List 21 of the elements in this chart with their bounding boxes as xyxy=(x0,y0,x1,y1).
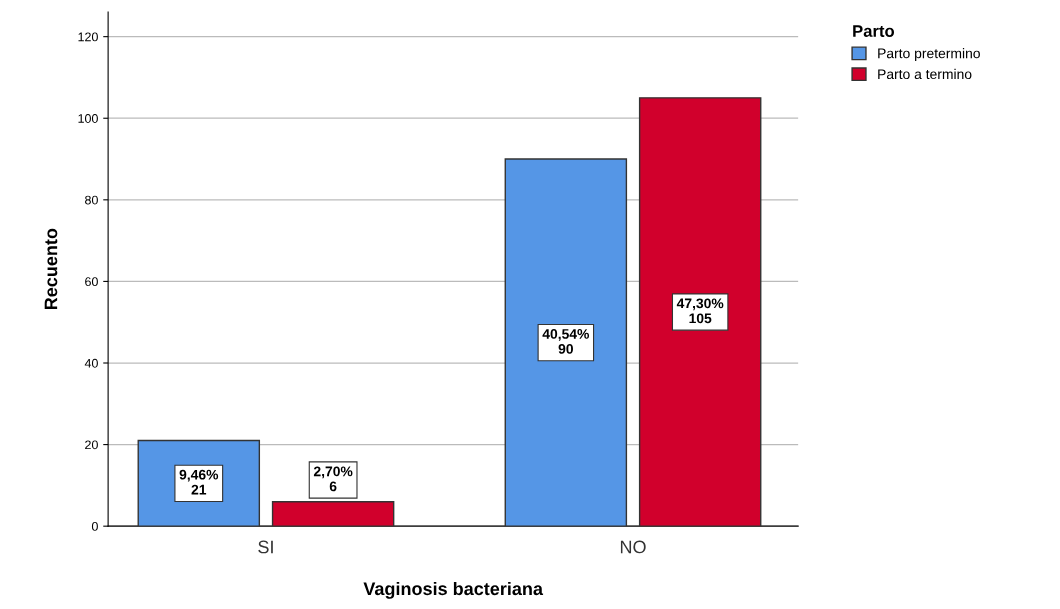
bar xyxy=(271,501,395,527)
bar xyxy=(504,158,628,527)
data-label: 9,46% 21 xyxy=(179,469,219,495)
y-axis-title: Recuento xyxy=(44,228,58,310)
data-label: 47,30% 105 xyxy=(676,298,724,324)
data-label: 40,54% 90 xyxy=(542,329,590,354)
legend-title: Parto xyxy=(853,25,895,37)
x-tick-label: SI xyxy=(258,540,273,554)
y-tick-label: 120 xyxy=(78,32,98,42)
y-tick-label: 20 xyxy=(85,440,98,450)
legend-label: Parto pretermino xyxy=(878,48,980,62)
y-tick-label: 100 xyxy=(78,114,98,123)
y-tick-label: 0 xyxy=(91,521,98,531)
x-tick-label: NO xyxy=(620,540,646,554)
y-tick-label: 80 xyxy=(85,195,98,205)
y-tick-label: 60 xyxy=(85,277,98,287)
y-tick-label: 40 xyxy=(84,358,98,368)
x-axis-title: Vaginosis bacteriana xyxy=(363,581,544,599)
data-label: 2,70% 6 xyxy=(313,466,353,492)
legend-label: Parto a termino xyxy=(878,68,972,80)
bar xyxy=(638,97,762,527)
